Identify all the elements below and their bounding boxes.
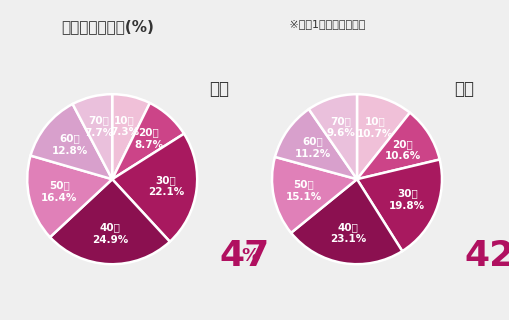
Wedge shape <box>31 104 112 179</box>
Text: 42.9: 42.9 <box>463 239 509 273</box>
Wedge shape <box>112 94 150 179</box>
Wedge shape <box>271 157 356 233</box>
Text: 70代
9.6%: 70代 9.6% <box>326 116 355 139</box>
Wedge shape <box>112 103 184 179</box>
Text: 10代
7.3%: 10代 7.3% <box>110 115 139 137</box>
Text: 女性: 女性 <box>209 80 229 98</box>
Text: 50代
16.4%: 50代 16.4% <box>41 180 77 203</box>
Wedge shape <box>274 109 356 179</box>
Text: 40代
23.1%: 40代 23.1% <box>329 222 365 244</box>
Text: 60代
11.2%: 60代 11.2% <box>294 137 330 159</box>
Wedge shape <box>112 134 197 242</box>
Text: 10代
10.7%: 10代 10.7% <box>356 116 392 139</box>
Wedge shape <box>356 94 409 179</box>
Text: %: % <box>241 247 260 265</box>
Wedge shape <box>27 156 112 237</box>
Text: 50代
15.1%: 50代 15.1% <box>285 179 321 202</box>
Text: 20代
8.7%: 20代 8.7% <box>134 128 163 150</box>
Wedge shape <box>291 179 402 264</box>
Text: 60代
12.8%: 60代 12.8% <box>52 134 88 156</box>
Wedge shape <box>308 94 356 179</box>
Text: 70代
7.7%: 70代 7.7% <box>84 115 114 138</box>
Wedge shape <box>50 179 169 264</box>
Text: 男性: 男性 <box>453 80 473 98</box>
Text: 20代
10.6%: 20代 10.6% <box>384 139 420 161</box>
Text: 30代
19.8%: 30代 19.8% <box>388 188 425 211</box>
Wedge shape <box>72 94 112 179</box>
Text: 利用者の年齢層(%): 利用者の年齢層(%) <box>61 19 154 34</box>
Wedge shape <box>356 159 441 251</box>
Wedge shape <box>356 113 439 179</box>
Text: ※休日1日当たりの割合: ※休日1日当たりの割合 <box>285 19 364 29</box>
Text: 40代
24.9%: 40代 24.9% <box>92 222 128 245</box>
Text: 47: 47 <box>219 239 269 273</box>
Text: 30代
22.1%: 30代 22.1% <box>148 175 184 197</box>
Text: %: % <box>508 247 509 265</box>
